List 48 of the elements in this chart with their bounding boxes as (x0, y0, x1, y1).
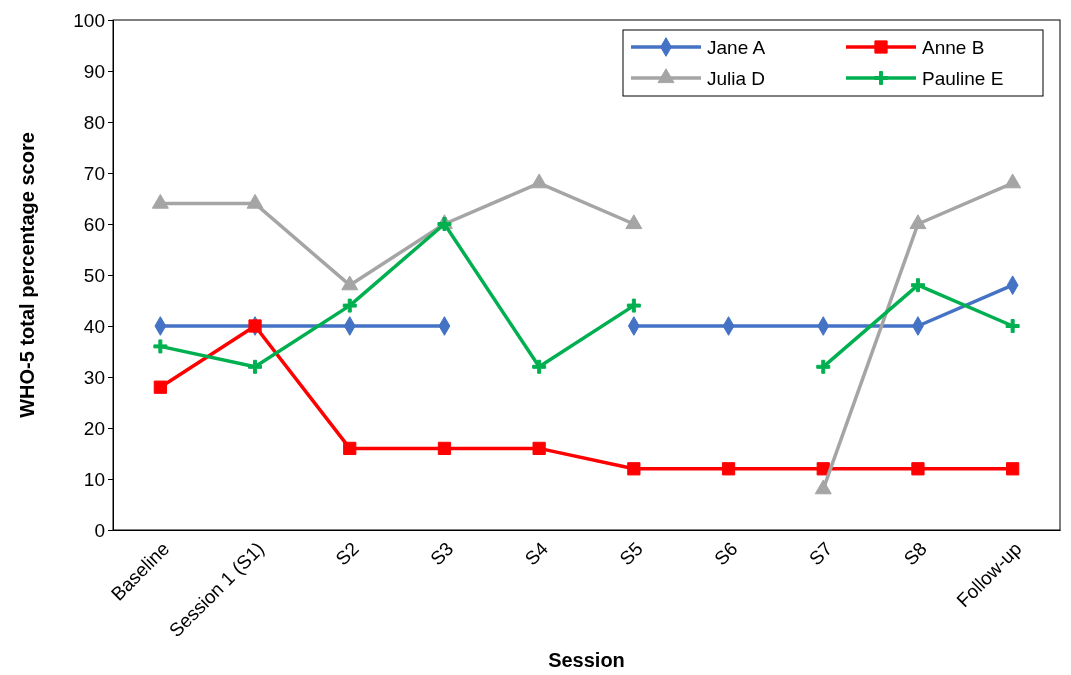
point (532, 359, 547, 374)
point (343, 441, 357, 456)
point (153, 339, 168, 354)
point (625, 214, 643, 230)
legend-label: Jane A (707, 37, 766, 58)
y-tick-label: 0 (94, 519, 105, 541)
y-tick-label: 30 (83, 366, 105, 388)
point (721, 462, 736, 476)
legend-label: Pauline E (922, 68, 1004, 89)
x-tick-label: S3 (426, 538, 458, 570)
y-tick-label: 90 (83, 60, 105, 82)
point (342, 298, 357, 313)
point (151, 193, 169, 209)
point (816, 359, 831, 374)
point (341, 275, 359, 291)
x-tick-label: S6 (710, 538, 742, 570)
y-tick-label: 40 (83, 315, 105, 337)
point (532, 441, 546, 456)
y-tick-label: 100 (73, 9, 105, 31)
point (1005, 319, 1020, 333)
point (1006, 462, 1020, 476)
x-tick-label: S8 (899, 538, 931, 570)
point (911, 462, 925, 476)
x-tick-label: S2 (331, 538, 363, 570)
y-tick-label: 20 (83, 417, 105, 439)
legend-label: Julia D (707, 68, 766, 89)
y-tick-label: 50 (83, 264, 105, 286)
y-tick-label: 80 (83, 111, 105, 133)
point (437, 441, 452, 456)
point (248, 359, 263, 374)
y-tick-label: 70 (83, 162, 105, 184)
point (1004, 173, 1022, 189)
point (626, 298, 641, 313)
point (153, 380, 167, 394)
x-tick-label: S5 (615, 538, 647, 570)
point (627, 462, 641, 476)
point (816, 462, 830, 476)
y-axis-title: WHO-5 total percentage score (16, 132, 38, 418)
x-tick-label: S7 (804, 538, 837, 570)
point (909, 214, 927, 230)
x-axis-title: Session (548, 649, 625, 671)
legend-label: Anne B (922, 37, 985, 58)
y-tick-label: 10 (83, 468, 105, 490)
point (246, 193, 264, 209)
y-tick-label: 60 (83, 213, 105, 235)
point (910, 278, 925, 293)
x-tick-label: S4 (520, 537, 553, 570)
point (530, 173, 548, 189)
